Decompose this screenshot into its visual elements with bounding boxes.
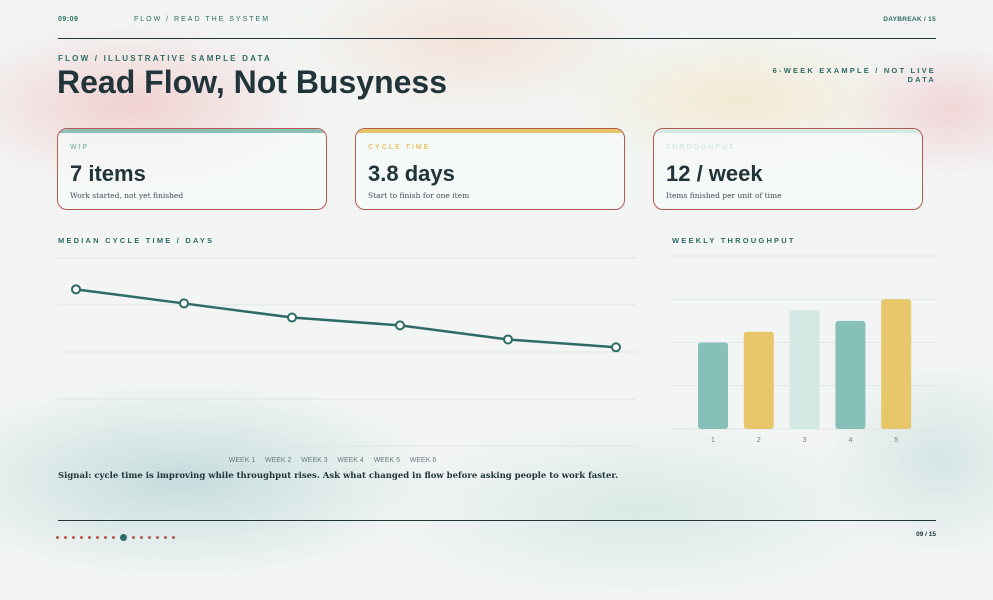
x-tick-label: WEEK 2 bbox=[265, 457, 292, 464]
slide-progress-dots bbox=[56, 534, 175, 541]
x-tick-label: WEEK 5 bbox=[374, 457, 401, 464]
card-label: THROUGHPUT bbox=[666, 144, 736, 151]
progress-dot bbox=[140, 536, 143, 539]
x-tick-label: 2 bbox=[757, 437, 761, 444]
breadcrumb: FLOW / READ THE SYSTEM bbox=[134, 16, 271, 23]
card-label: CYCLE TIME bbox=[368, 144, 431, 151]
clock-time: 09:09 bbox=[58, 16, 79, 23]
data-point bbox=[503, 334, 513, 345]
card-description: Items finished per unit of time bbox=[666, 191, 782, 200]
throughput-bar bbox=[789, 310, 820, 429]
progress-dot bbox=[72, 536, 75, 539]
cycle-time-line-chart: WEEK 1 WEEK 2 WEEK 3 WEEK 4 WEEK 5 WEEK 6 bbox=[57, 257, 637, 464]
page-number: 09 / 15 bbox=[916, 531, 936, 538]
card-value: 7 items bbox=[70, 161, 146, 186]
card-value: 12 / week bbox=[666, 161, 763, 186]
top-bar: 09:09 FLOW / READ THE SYSTEM DAYBREAK / … bbox=[58, 12, 936, 39]
card-accent-band bbox=[356, 129, 624, 133]
card-description: Start to finish for one item bbox=[368, 191, 470, 200]
metric-card-throughput: THROUGHPUT 12 / week Items finished per … bbox=[653, 128, 923, 210]
progress-dot bbox=[104, 536, 107, 539]
x-tick-label: WEEK 1 bbox=[229, 457, 256, 464]
x-tick-label: WEEK 4 bbox=[337, 457, 364, 464]
x-tick-label: 5 bbox=[894, 437, 898, 444]
progress-dot bbox=[148, 536, 151, 539]
data-point bbox=[611, 342, 621, 353]
x-tick-label: 4 bbox=[848, 437, 852, 444]
throughput-bar-chart: 1 2 3 4 5 bbox=[672, 255, 937, 444]
throughput-bar bbox=[835, 320, 866, 429]
progress-dot bbox=[88, 536, 91, 539]
progress-dot-active bbox=[120, 534, 127, 541]
progress-dot bbox=[80, 536, 83, 539]
x-tick-label: WEEK 3 bbox=[301, 457, 328, 464]
metric-card-wip: WIP 7 items Work started, not yet finish… bbox=[57, 128, 327, 210]
progress-dot bbox=[164, 536, 167, 539]
data-point bbox=[287, 312, 297, 323]
card-accent-band bbox=[654, 129, 922, 133]
progress-dot bbox=[156, 536, 159, 539]
throughput-bar bbox=[881, 299, 912, 429]
data-point bbox=[395, 320, 405, 331]
progress-dot bbox=[132, 536, 135, 539]
page-title: Read Flow, Not Busyness bbox=[57, 64, 447, 100]
data-point bbox=[179, 298, 189, 309]
card-value: 3.8 days bbox=[368, 161, 455, 186]
data-point bbox=[71, 284, 81, 295]
sample-data-note: 6-WEEK EXAMPLE / NOT LIVE DATA bbox=[772, 66, 936, 84]
progress-dot bbox=[112, 536, 115, 539]
x-tick-label: WEEK 6 bbox=[410, 457, 437, 464]
throughput-bar bbox=[743, 331, 774, 429]
card-label: WIP bbox=[70, 144, 90, 151]
eyebrow-label: FLOW / ILLUSTRATIVE SAMPLE DATA bbox=[58, 54, 272, 63]
progress-dot bbox=[96, 536, 99, 539]
bar-chart-title: WEEKLY THROUGHPUT bbox=[672, 236, 796, 245]
progress-dot bbox=[64, 536, 67, 539]
card-accent-band bbox=[58, 129, 326, 133]
progress-dot bbox=[56, 536, 59, 539]
line-chart-title: MEDIAN CYCLE TIME / DAYS bbox=[58, 236, 215, 245]
footer-divider bbox=[58, 520, 936, 521]
x-tick-label: 3 bbox=[803, 437, 807, 444]
cycle-time-series-line bbox=[75, 288, 617, 349]
deck-label: DAYBREAK / 15 bbox=[883, 16, 936, 23]
metric-card-cycle-time: CYCLE TIME 3.8 days Start to finish for … bbox=[355, 128, 625, 210]
x-tick-label: 1 bbox=[711, 437, 715, 444]
signal-text: Signal: cycle time is improving while th… bbox=[58, 471, 619, 481]
progress-dot bbox=[172, 536, 175, 539]
throughput-bar bbox=[698, 342, 728, 429]
card-description: Work started, not yet finished bbox=[70, 191, 184, 200]
